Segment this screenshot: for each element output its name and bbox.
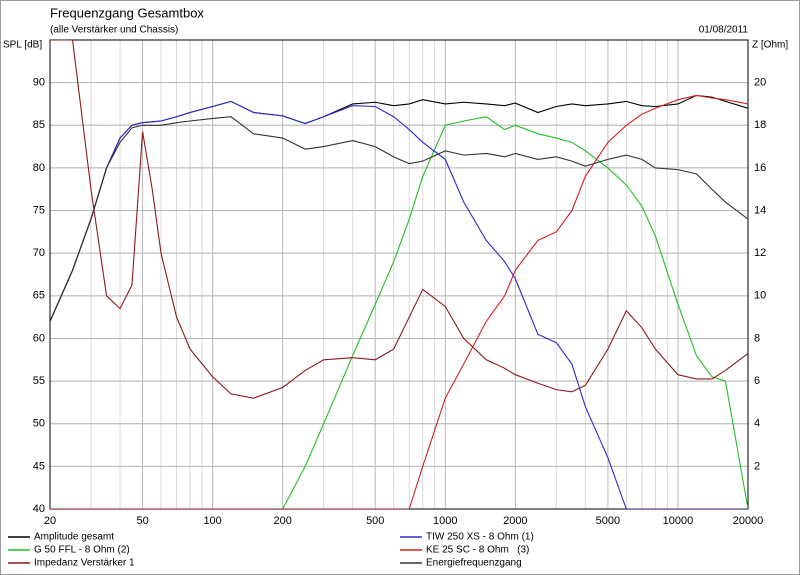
x-tick-label: 500 xyxy=(366,515,384,527)
legend-label: Energiefrequenzgang xyxy=(426,558,522,569)
x-tick-label: 20 xyxy=(44,515,56,527)
y-tick-label: 60 xyxy=(33,332,45,344)
y-tick-label: 90 xyxy=(33,77,45,89)
y2-tick-label: 8 xyxy=(754,332,760,344)
y2-tick-label: 10 xyxy=(754,290,766,302)
legend-label: Amplitude gesamt xyxy=(34,532,114,543)
plot-lines xyxy=(50,40,748,509)
legend-label: KE 25 SC - 8 Ohm (3) xyxy=(426,545,529,556)
y2-tick-label: 16 xyxy=(754,162,766,174)
series-line xyxy=(50,116,748,509)
legend-label: Impedanz Verstärker 1 xyxy=(34,558,135,569)
y-tick-label: 40 xyxy=(33,503,45,515)
y2-tick-label: 4 xyxy=(754,418,760,430)
x-tick-label: 10000 xyxy=(663,515,694,527)
x-tick-label: 200 xyxy=(273,515,291,527)
y2-axis-label: Z [Ohm] xyxy=(752,40,788,51)
y2-tick-label: 20 xyxy=(754,77,766,89)
y2-tick-label: 2 xyxy=(754,460,760,472)
y2-tick-label: 6 xyxy=(754,375,760,387)
x-tick-label: 20000 xyxy=(733,515,764,527)
series-line xyxy=(50,40,748,399)
y-axis-label: SPL [dB] xyxy=(3,40,42,51)
x-tick-label: 5000 xyxy=(596,515,620,527)
x-tick-label: 2000 xyxy=(503,515,527,527)
chart-subtitle: (alle Verstärker und Chassis) xyxy=(50,25,178,36)
x-tick-label: 50 xyxy=(136,515,148,527)
y-tick-label: 70 xyxy=(33,247,45,259)
y-tick-label: 65 xyxy=(33,290,45,302)
x-tick-label: 100 xyxy=(203,515,221,527)
legend-label: TIW 250 XS - 8 Ohm (1) xyxy=(426,532,534,543)
y2-tick-label: 14 xyxy=(754,204,766,216)
series-line xyxy=(50,116,748,322)
chart-date: 01/08/2011 xyxy=(699,25,749,36)
y2-tick-label: 12 xyxy=(754,247,766,259)
y2-tick-label: 18 xyxy=(754,119,766,131)
y-tick-label: 75 xyxy=(33,204,45,216)
y-tick-label: 85 xyxy=(33,119,45,131)
y-tick-label: 45 xyxy=(33,460,45,472)
legend-label: G 50 FFL - 8 Ohm (2) xyxy=(34,545,130,556)
series-line xyxy=(50,94,748,509)
y-tick-label: 55 xyxy=(33,375,45,387)
x-tick-label: 1000 xyxy=(433,515,457,527)
y-tick-label: 80 xyxy=(33,162,45,174)
y-tick-label: 50 xyxy=(33,418,45,430)
chart-title: Frequenzgang Gesamtbox xyxy=(50,5,204,20)
series-line xyxy=(50,100,748,509)
